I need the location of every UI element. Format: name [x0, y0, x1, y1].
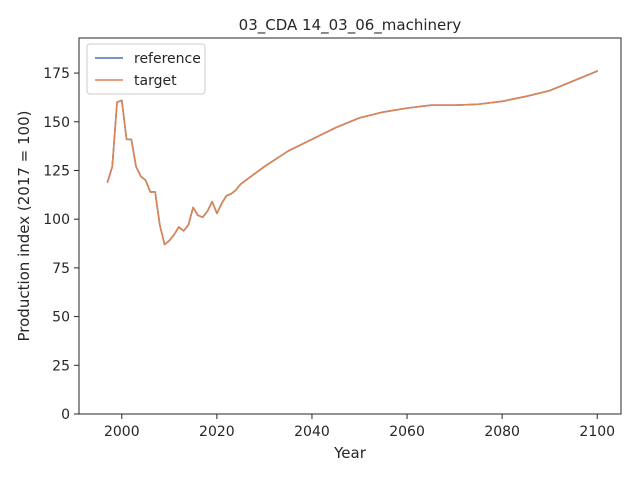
y-tick-label: 175: [43, 66, 70, 82]
legend-label-reference: reference: [134, 51, 201, 67]
x-tick-label: 2020: [199, 424, 235, 440]
y-tick-label: 100: [43, 212, 70, 228]
y-tick-label: 0: [61, 407, 70, 423]
y-tick-label: 125: [43, 163, 70, 179]
plot-frame: [78, 37, 622, 415]
chart-title: 03_CDA 14_03_06_machinery: [239, 16, 462, 35]
series-line-target: [106, 70, 599, 246]
y-axis-title: Production index (2017 = 100): [15, 111, 33, 342]
x-tick-label: 2000: [104, 424, 140, 440]
x-tick-label: 2040: [294, 424, 330, 440]
y-tick-label: 25: [52, 358, 70, 374]
x-tick-label: 2100: [579, 424, 615, 440]
y-tick-label: 75: [52, 261, 70, 277]
legend-box: [86, 43, 206, 95]
legend-label-target: target: [134, 73, 177, 89]
x-tick-label: 2060: [389, 424, 425, 440]
y-tick-label: 50: [52, 310, 70, 326]
x-tick-label: 2080: [484, 424, 520, 440]
legend: reference target: [86, 43, 206, 95]
y-tick-label: 150: [43, 115, 70, 131]
x-axis-title: Year: [333, 444, 367, 462]
